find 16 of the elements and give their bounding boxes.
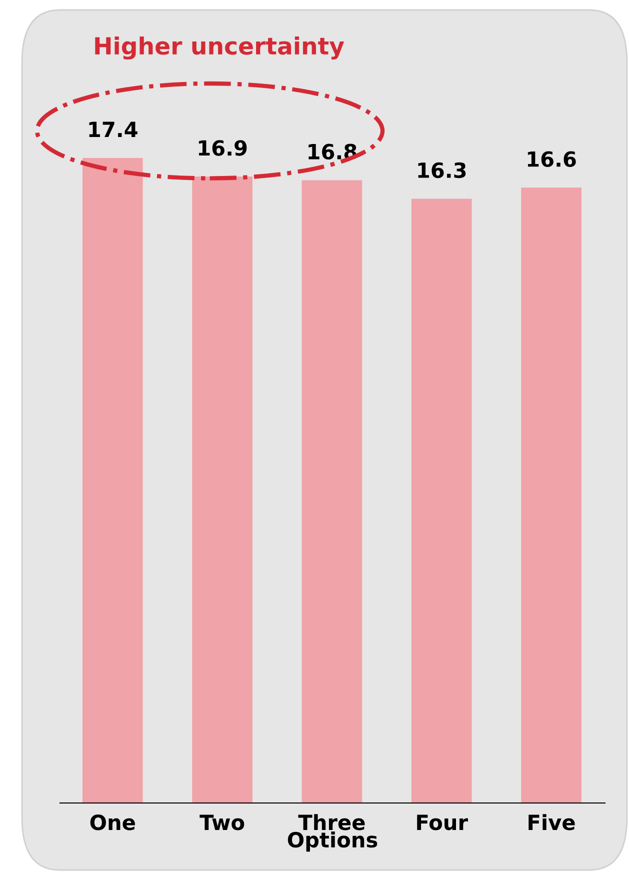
x-tick-label: Four — [417, 814, 468, 830]
bar — [411, 198, 472, 803]
bar — [302, 180, 362, 803]
data-label: 16.3 — [418, 162, 466, 178]
bar — [82, 158, 143, 803]
bar — [192, 176, 252, 803]
x-tick-label: Five — [528, 814, 575, 830]
text: Higher uncertainty — [95, 36, 344, 60]
data-label: 17.4 — [89, 122, 138, 137]
x-tick-label: Two — [200, 814, 244, 830]
data-label: 16.6 — [528, 151, 576, 167]
x-tick-label: Three — [298, 814, 365, 830]
bar — [521, 188, 582, 803]
data-label: 16.9 — [198, 140, 247, 156]
x-tick-label: One — [90, 814, 135, 830]
x-axis-title: Options — [288, 831, 378, 852]
